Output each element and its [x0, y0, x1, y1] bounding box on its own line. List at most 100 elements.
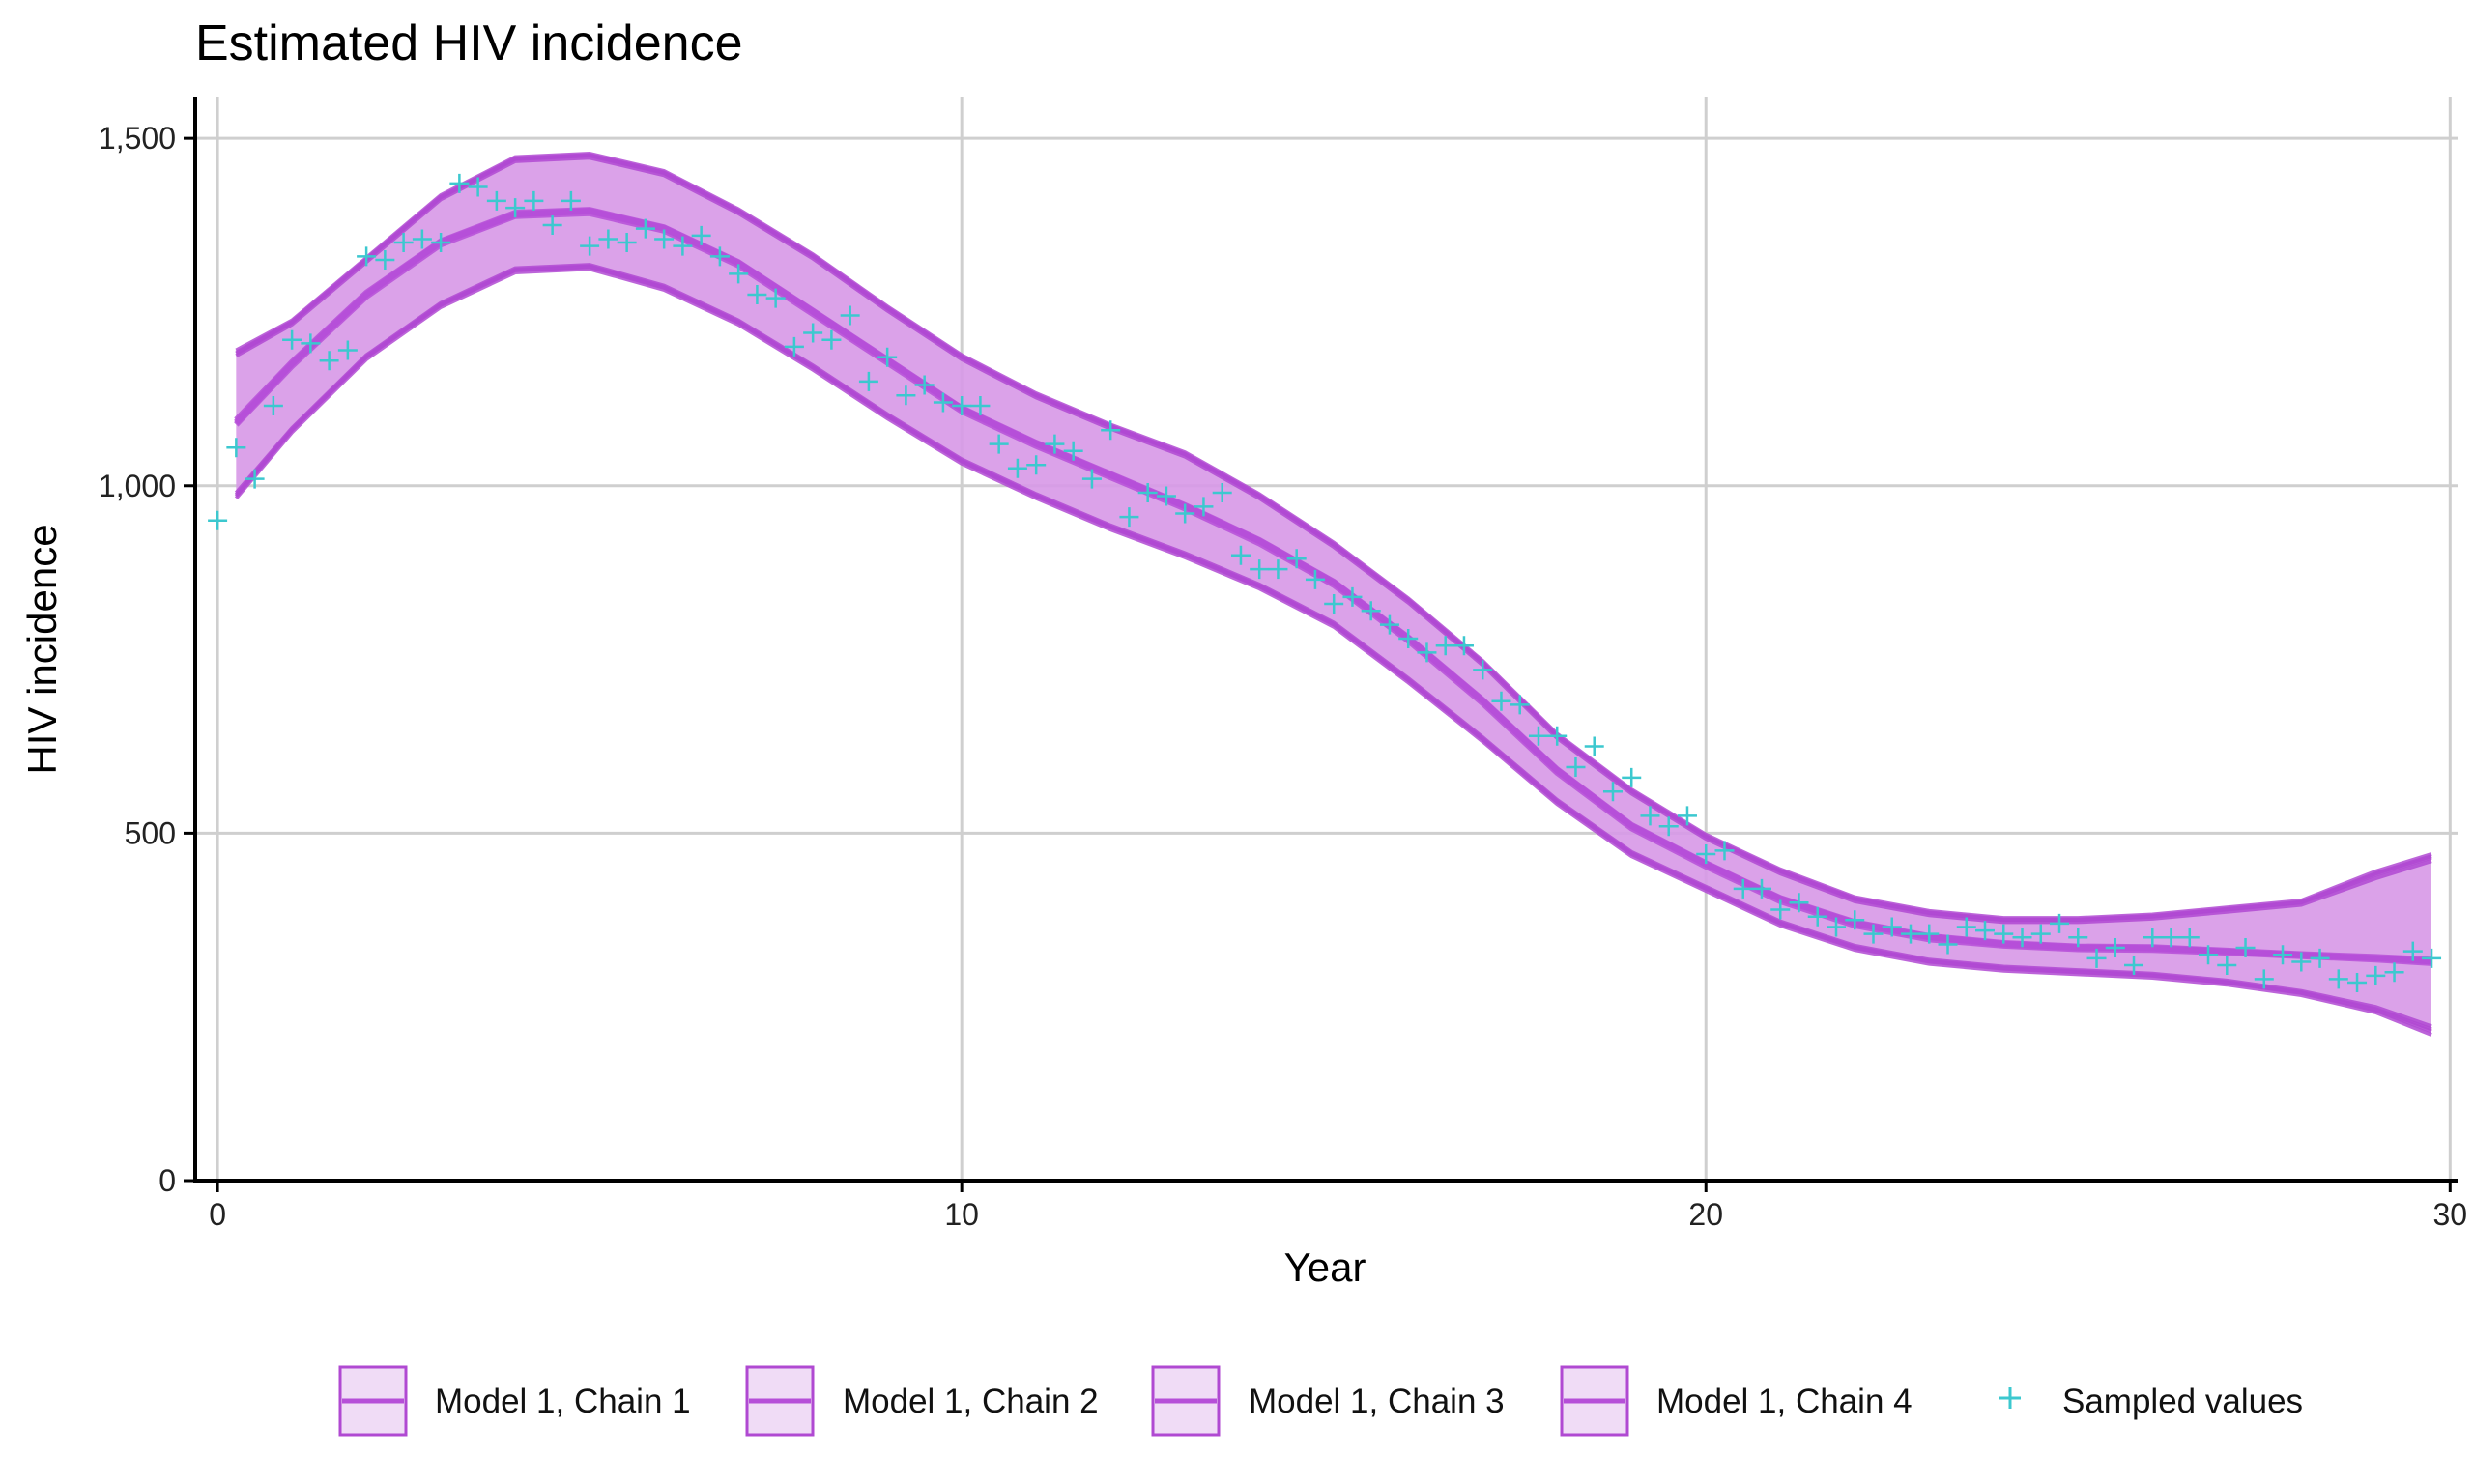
sampled-point: [1975, 921, 1996, 941]
credible-interval-bands: [236, 154, 2432, 1036]
x-tick-label: 10: [944, 1197, 979, 1232]
sampled-point: [840, 305, 860, 326]
sampled-point: [1622, 767, 1642, 787]
legend-label: Sampled values: [2062, 1383, 2303, 1420]
sampled-point: [2068, 928, 2088, 948]
sampled-point: [2012, 928, 2032, 948]
sampled-point: [1212, 482, 1232, 502]
sampled-point: [1938, 934, 1958, 955]
sampled-point: [654, 229, 675, 249]
y-tick-label: 500: [125, 815, 176, 850]
sampled-point: [1677, 806, 1697, 826]
sampled-point: [1882, 917, 1902, 937]
sampled-point: [1528, 726, 1548, 746]
sampled-point: [1268, 559, 1288, 580]
upper-bound-chain-4: [235, 153, 2432, 922]
sampled-point: [2217, 956, 2237, 976]
sampled-point: [1063, 441, 1083, 461]
x-tick-label: 0: [209, 1197, 226, 1232]
sampled-point: [337, 340, 358, 360]
sampled-point: [1919, 924, 1940, 944]
upper-bound-chain-3: [235, 156, 2432, 925]
sampled-point: [598, 229, 618, 249]
legend-label: Model 1, Chain 2: [843, 1383, 1099, 1420]
sampled-point: [1250, 559, 1270, 580]
sampled-point: [1863, 924, 1884, 944]
sampled-point: [1901, 924, 1920, 944]
sampled-point: [2273, 945, 2293, 965]
sampled-point: [357, 246, 377, 267]
sampled-point: [1156, 486, 1176, 506]
sampled-point: [431, 233, 451, 253]
sampled-point: [635, 218, 655, 239]
sampled-point: [1342, 586, 1363, 607]
sampled-point: [282, 329, 302, 350]
sampled-point: [2143, 928, 2163, 948]
sampled-point: [301, 333, 321, 354]
sampled-point: [245, 469, 265, 489]
sampled-point: [1007, 458, 1027, 478]
sampled-point: [2328, 969, 2348, 989]
sampled-point: [1417, 642, 1437, 663]
sampled-point: [1770, 899, 1791, 920]
sampled-point: [1045, 434, 1065, 454]
sampled-point: [2402, 941, 2423, 961]
sampled-point: [1807, 906, 1827, 927]
sampled-point: [914, 375, 935, 395]
sampled-point: [617, 233, 637, 253]
sampled-point: [1751, 878, 1771, 899]
sampled-point: [468, 177, 488, 197]
sampled-point: [208, 510, 228, 530]
lower-bound-chain-3: [234, 267, 2432, 1037]
y-tick-label: 1,000: [99, 469, 176, 503]
sampled-point: [1081, 469, 1102, 489]
sampled-point: [673, 236, 693, 256]
sampled-point: [2291, 952, 2312, 972]
sampled-point: [393, 233, 414, 253]
sampled-point: [1566, 757, 1586, 778]
median-line-chain-3: [234, 210, 2432, 966]
sampled-point: [1324, 594, 1344, 614]
sampled-point: [2199, 945, 2219, 965]
sampled-point: [1361, 601, 1381, 621]
sampled-point: [1827, 917, 1846, 937]
sampled-point: [1658, 816, 1679, 837]
sampled-point: [1547, 726, 1568, 746]
sampled-point: [803, 323, 823, 343]
sampled-point: [2254, 969, 2274, 989]
sampled-point: [2422, 948, 2442, 968]
legend-key-sampled-values: [1999, 1387, 2021, 1409]
sampled-point: [2179, 928, 2200, 948]
sampled-point: [2030, 924, 2051, 944]
sampled-point: [821, 329, 842, 350]
sampled-point: [486, 190, 506, 211]
sampled-point: [784, 336, 804, 357]
sampled-point: [1696, 843, 1716, 864]
lower-bound-chain-4: [234, 264, 2432, 1032]
band-chain-4: [236, 155, 2432, 1030]
sampled-point: [709, 246, 730, 267]
sampled-point: [505, 198, 526, 218]
sampled-point: [319, 351, 339, 371]
sampled-point: [1453, 636, 1474, 656]
sampled-point: [1994, 924, 2014, 944]
sampled-point: [2366, 965, 2386, 985]
sampled-point: [580, 236, 600, 256]
sampled-point: [375, 250, 395, 271]
sampled-point: [1602, 782, 1623, 802]
sampled-point: [896, 385, 916, 406]
x-axis-title: Year: [1284, 1244, 1366, 1290]
legend-label: Model 1, Chain 1: [435, 1383, 691, 1420]
sampled-point: [877, 347, 898, 367]
sampled-point: [1789, 893, 1809, 913]
legend: Model 1, Chain 1 Model 1, Chain 2 Model 1,…: [338, 1365, 2303, 1437]
sampled-point: [263, 396, 283, 416]
sampled-point: [1026, 455, 1047, 475]
sampled-point: [1510, 695, 1530, 715]
sampled-point: [1435, 636, 1455, 656]
sampled-point: [2347, 973, 2368, 993]
sampled-point: [1230, 545, 1251, 565]
x-tick-label: 20: [1688, 1197, 1723, 1232]
sampled-point: [226, 438, 246, 458]
legend-label: Model 1, Chain 4: [1656, 1383, 1913, 1420]
